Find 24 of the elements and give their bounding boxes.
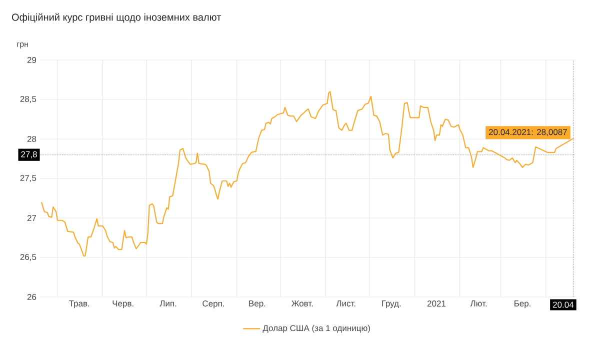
x-tick-label: Груд. (382, 300, 401, 308)
x-tick-label: 20.04 (553, 302, 574, 308)
x-tick-label: Серп. (202, 300, 224, 308)
y-tick-label: 26 (27, 294, 36, 300)
chart-title: Офіційний курс гривні щодо іноземних валют (12, 13, 222, 23)
x-tick-label: 2021 (427, 300, 446, 307)
y-axis-title: грн (17, 42, 28, 48)
legend-label: Долар США (за 1 одиницю) (262, 324, 370, 333)
x-tick-label: Лют. (470, 300, 487, 306)
x-tick-label: Бер. (514, 300, 530, 308)
x-tick-label: Жовт. (291, 300, 313, 306)
x-tick-label: Вер. (249, 300, 266, 308)
x-tick-label: Трав. (69, 300, 90, 308)
y-tick-label: 27 (27, 215, 36, 221)
x-tick-label: Черв. (112, 300, 134, 308)
y-tick-label: 29 (27, 56, 36, 64)
y-tick-label: 28,5 (20, 96, 36, 104)
x-tick-label: Лист. (336, 300, 356, 306)
ref-line-label: 27,8 (21, 151, 37, 158)
annotation: 20.04.2021: 28,0087 (488, 129, 567, 136)
y-tick-label: 26,5 (20, 254, 36, 262)
y-tick-label: 27,5 (20, 174, 36, 182)
y-tick-label: 28 (27, 136, 36, 142)
x-tick-label: Лип. (160, 300, 176, 306)
